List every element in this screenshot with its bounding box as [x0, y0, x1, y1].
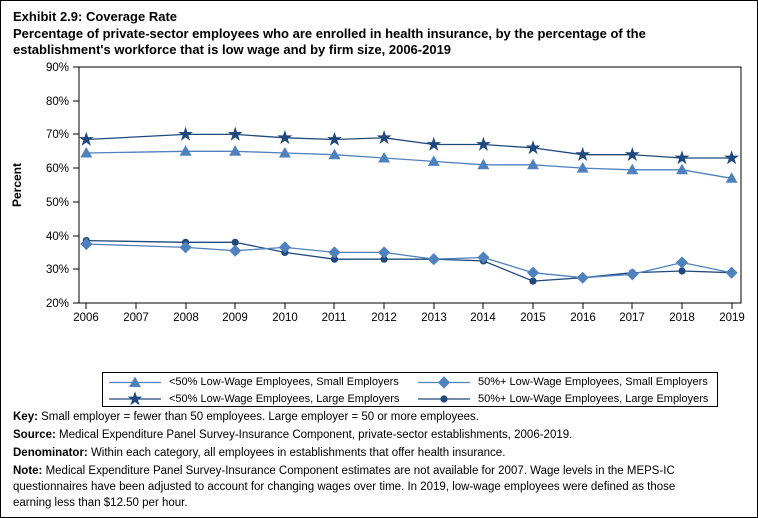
svg-text:30%: 30%	[46, 264, 69, 276]
svg-text:2011: 2011	[322, 312, 347, 321]
svg-text:2017: 2017	[619, 312, 645, 321]
svg-text:20%: 20%	[46, 298, 69, 310]
svg-text:2018: 2018	[669, 312, 695, 321]
svg-text:2014: 2014	[470, 312, 496, 321]
svg-text:2013: 2013	[421, 312, 447, 321]
svg-text:50%: 50%	[46, 197, 69, 209]
svg-text:2010: 2010	[272, 312, 298, 321]
svg-text:2019: 2019	[719, 312, 745, 321]
svg-text:90%: 90%	[46, 62, 69, 74]
svg-text:Percent: Percent	[10, 163, 24, 207]
svg-text:40%: 40%	[46, 231, 69, 243]
svg-text:2006: 2006	[73, 312, 99, 321]
svg-text:70%: 70%	[46, 129, 69, 141]
svg-text:60%: 60%	[46, 163, 69, 175]
svg-text:2007: 2007	[123, 312, 149, 321]
svg-text:2015: 2015	[520, 312, 546, 321]
svg-text:2012: 2012	[371, 312, 397, 321]
svg-text:2009: 2009	[222, 312, 248, 321]
svg-text:2016: 2016	[570, 312, 596, 321]
svg-text:80%: 80%	[46, 96, 69, 108]
svg-text:2008: 2008	[173, 312, 199, 321]
